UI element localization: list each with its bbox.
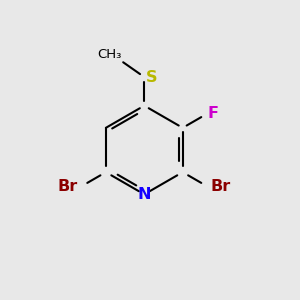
Text: CH₃: CH₃ xyxy=(98,48,122,61)
Text: F: F xyxy=(208,106,219,121)
Text: Br: Br xyxy=(57,179,78,194)
Text: N: N xyxy=(137,187,151,202)
Text: S: S xyxy=(146,70,158,85)
Text: Br: Br xyxy=(211,179,231,194)
